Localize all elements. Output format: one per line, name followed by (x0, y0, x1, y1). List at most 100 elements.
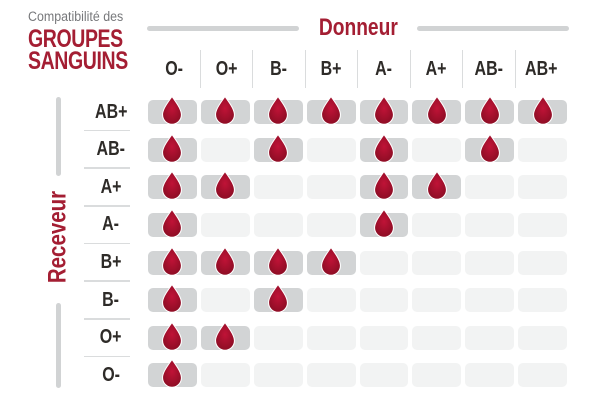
donor-col-header-O-: O- (148, 50, 201, 88)
matrix-cell-AB--from-AB+ (518, 137, 568, 162)
receiver-row-label-text: A+ (100, 175, 122, 198)
blood-drop-icon (215, 96, 236, 125)
receiver-row-label-O+: O+ (82, 326, 140, 350)
matrix-cell-AB--from-AB- (465, 133, 515, 163)
blood-drop-icon (532, 96, 553, 125)
chart-title: GROUPES SANGUINS (28, 27, 128, 74)
matrix-cell-A+-from-AB- (465, 175, 515, 200)
matrix-cell-AB+-from-AB+ (518, 96, 568, 125)
donor-axis-line-right (417, 25, 570, 31)
receiver-row-label-text: O- (102, 364, 120, 387)
matrix-cell-AB--from-O- (148, 133, 197, 163)
matrix-cell-AB+-from-A- (359, 96, 409, 125)
donor-col-header-label: A- (375, 57, 393, 80)
matrix-cell-A--from-A- (359, 209, 409, 238)
matrix-cell-A+-from-O- (148, 171, 197, 201)
matrix-cell-AB+-from-B- (253, 96, 303, 125)
matrix-cell-A--from-AB- (465, 212, 515, 237)
matrix-cell-AB--from-B- (253, 133, 303, 163)
matrix-cell-O--from-O- (148, 359, 197, 389)
matrix-cell-A+-from-AB+ (518, 175, 568, 200)
blood-drop-icon (268, 96, 289, 125)
matrix-cell-B+-from-AB- (465, 250, 515, 275)
matrix-cell-B+-from-AB+ (518, 250, 568, 275)
blood-drop-icon (374, 133, 394, 163)
chart-title-block: Compatibilité des GROUPES SANGUINS (28, 8, 156, 74)
matrix-cell-AB--from-A+ (412, 137, 462, 162)
receiver-row-labels: AB+ AB- A+ A- B+ B- O+ O- (82, 100, 140, 390)
donor-col-header-AB-: AB- (463, 50, 516, 88)
blood-drop-icon (162, 133, 183, 163)
blood-drop-icon (268, 133, 289, 163)
matrix-cell-B--from-AB- (465, 288, 515, 313)
donor-axis-header: Donneur (147, 14, 570, 41)
row-label-separator (84, 242, 130, 245)
blood-drop-icon (215, 322, 236, 351)
matrix-cell-AB--from-B+ (306, 137, 356, 162)
matrix-cell-B--from-AB+ (518, 288, 568, 313)
receiver-axis-label: Receveur (43, 190, 72, 284)
row-label-separator (84, 355, 130, 358)
row-label-separator (84, 280, 130, 282)
blood-drop-icon (162, 284, 183, 314)
donor-col-header-label: O- (164, 57, 183, 80)
blood-drop-icon (215, 171, 236, 201)
matrix-cell-B--from-A- (359, 288, 409, 313)
donor-col-header-label: B+ (320, 57, 342, 80)
matrix-cell-A+-from-A+ (412, 171, 462, 201)
donor-col-header-label: B- (270, 57, 288, 80)
matrix-cell-A+-from-B+ (306, 175, 356, 200)
matrix-cell-AB--from-O+ (200, 137, 250, 162)
blood-drop-icon (374, 209, 394, 238)
donor-axis-line-left (147, 25, 299, 31)
matrix-cell-B--from-B- (253, 284, 303, 314)
blood-drop-icon (479, 96, 500, 125)
blood-drop-icon (162, 209, 183, 238)
receiver-row-label-B-: B- (82, 288, 140, 312)
matrix-cell-B--from-O+ (200, 288, 250, 313)
donor-column-headers: O- O+ B- B+ A- A+ AB- AB+ (148, 50, 568, 88)
matrix-cell-A--from-O- (148, 209, 197, 238)
matrix-cell-B--from-B+ (306, 288, 356, 313)
matrix-cell-O+-from-O+ (200, 322, 250, 351)
matrix-cell-O--from-B- (253, 363, 303, 388)
receiver-row-label-text: A- (102, 213, 120, 236)
blood-drop-icon (321, 246, 342, 276)
donor-col-header-B+: B+ (306, 50, 358, 88)
blood-drop-icon (479, 133, 500, 163)
matrix-cell-O+-from-A+ (412, 325, 462, 350)
matrix-cell-AB--from-A- (359, 133, 409, 163)
donor-axis-label: Donneur (318, 14, 398, 41)
receiver-row-label-O-: O- (82, 364, 140, 388)
matrix-cell-O+-from-AB+ (518, 325, 568, 350)
matrix-cell-O--from-B+ (306, 363, 356, 388)
blood-drop-icon (374, 96, 394, 125)
donor-col-header-O+: O+ (201, 50, 253, 88)
donor-col-header-B-: B- (253, 50, 306, 88)
row-label-separator (84, 167, 130, 169)
matrix-cell-AB+-from-B+ (306, 96, 356, 125)
donor-col-header-label: O+ (215, 57, 238, 80)
blood-drop-icon (321, 96, 342, 125)
matrix-cell-B+-from-A- (359, 250, 409, 275)
receiver-row-label-text: B+ (100, 251, 122, 274)
blood-drop-icon (426, 171, 447, 201)
matrix-cell-A--from-O+ (200, 212, 250, 237)
row-label-separator (84, 129, 130, 132)
blood-drop-icon (426, 96, 447, 125)
matrix-cell-B+-from-A+ (412, 250, 462, 275)
matrix-cell-AB+-from-O- (148, 96, 197, 125)
matrix-cell-O--from-A+ (412, 363, 462, 388)
row-label-separator (84, 318, 130, 320)
matrix-cell-O+-from-AB- (465, 325, 515, 350)
receiver-row-label-text: B- (102, 288, 120, 311)
matrix-cell-O--from-O+ (200, 363, 250, 388)
matrix-cell-B--from-O- (148, 284, 197, 314)
blood-drop-icon (162, 359, 183, 389)
donor-col-header-label: A+ (425, 57, 447, 80)
blood-drop-icon (374, 171, 394, 201)
matrix-cell-B+-from-O+ (200, 246, 250, 276)
matrix-cell-O+-from-A- (359, 325, 409, 350)
matrix-cell-A+-from-A- (359, 171, 409, 201)
